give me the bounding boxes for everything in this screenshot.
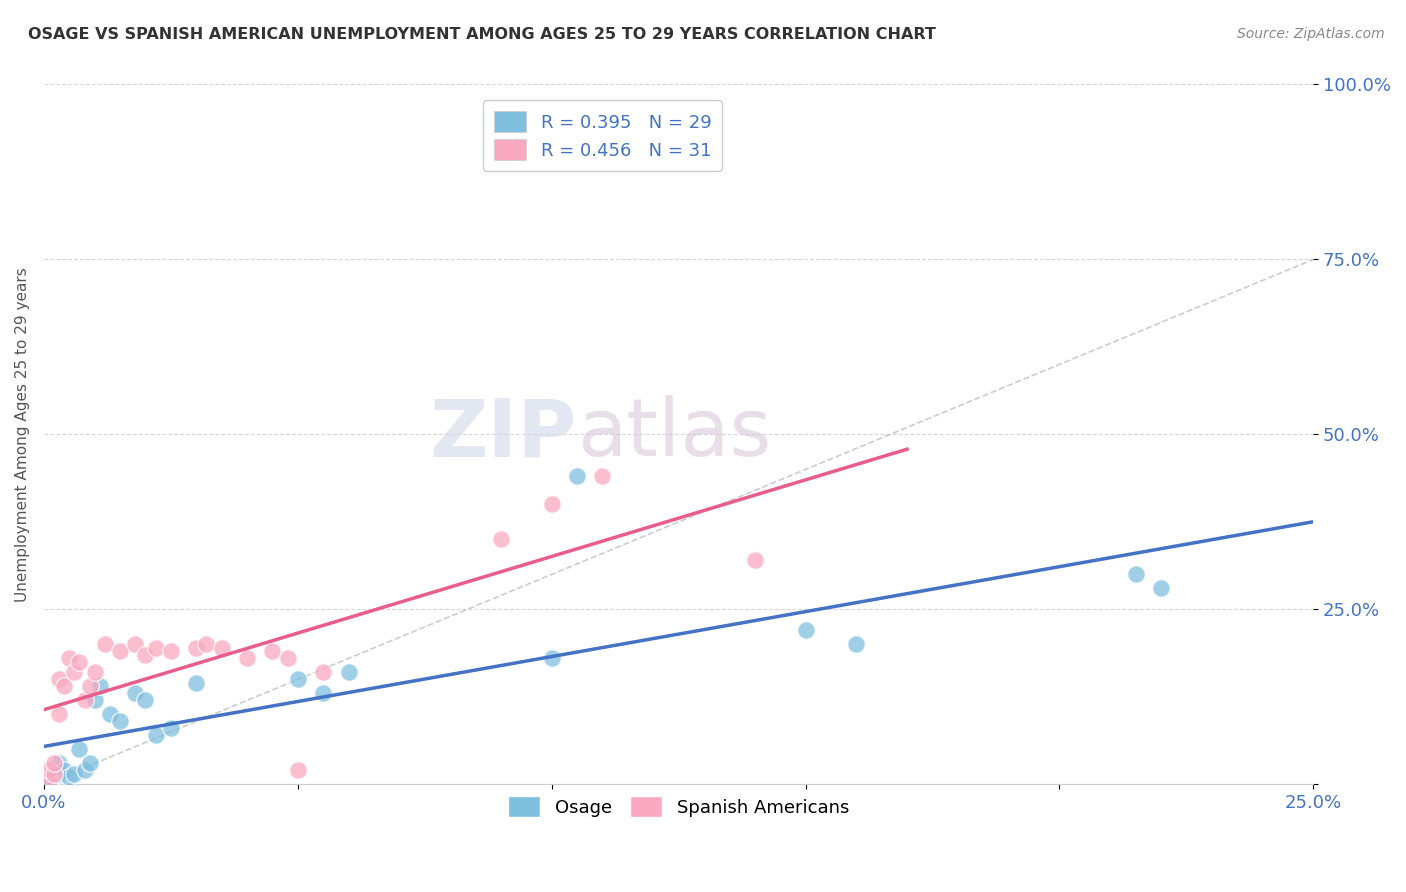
Point	[312, 665, 335, 680]
Legend: Osage, Spanish Americans: Osage, Spanish Americans	[501, 789, 856, 824]
Point	[287, 673, 309, 687]
Point	[63, 665, 86, 680]
Point	[195, 637, 218, 651]
Point	[108, 644, 131, 658]
Point	[67, 655, 90, 669]
Point	[186, 676, 208, 690]
Point	[38, 773, 60, 788]
Point	[58, 771, 80, 785]
Text: OSAGE VS SPANISH AMERICAN UNEMPLOYMENT AMONG AGES 25 TO 29 YEARS CORRELATION CHA: OSAGE VS SPANISH AMERICAN UNEMPLOYMENT A…	[28, 27, 936, 42]
Y-axis label: Unemployment Among Ages 25 to 29 years: Unemployment Among Ages 25 to 29 years	[15, 267, 30, 602]
Point	[134, 693, 156, 707]
Point	[67, 742, 90, 756]
Point	[145, 728, 167, 742]
Point	[83, 693, 105, 707]
Point	[73, 764, 96, 778]
Point	[42, 771, 65, 785]
Point	[489, 533, 512, 547]
Point	[108, 714, 131, 729]
Point	[591, 469, 613, 483]
Point	[42, 764, 65, 778]
Point	[79, 680, 101, 694]
Point	[89, 680, 111, 694]
Point	[58, 651, 80, 665]
Point	[159, 644, 181, 658]
Point	[38, 773, 60, 788]
Text: atlas: atlas	[576, 395, 772, 474]
Point	[312, 686, 335, 700]
Point	[540, 651, 562, 665]
Point	[42, 756, 65, 771]
Point	[211, 640, 233, 655]
Point	[42, 767, 65, 781]
Point	[48, 673, 70, 687]
Point	[53, 764, 76, 778]
Point	[48, 707, 70, 722]
Point	[287, 764, 309, 778]
Point	[63, 767, 86, 781]
Point	[73, 693, 96, 707]
Point	[38, 764, 60, 778]
Point	[744, 553, 766, 567]
Point	[236, 651, 259, 665]
Point	[124, 637, 146, 651]
Text: Source: ZipAtlas.com: Source: ZipAtlas.com	[1237, 27, 1385, 41]
Point	[53, 680, 76, 694]
Point	[159, 722, 181, 736]
Point	[94, 637, 117, 651]
Point	[48, 756, 70, 771]
Point	[48, 767, 70, 781]
Point	[277, 651, 299, 665]
Point	[565, 469, 588, 483]
Point	[1125, 567, 1147, 582]
Point	[1150, 582, 1173, 596]
Point	[262, 644, 284, 658]
Point	[98, 707, 121, 722]
Point	[145, 640, 167, 655]
Point	[124, 686, 146, 700]
Point	[186, 640, 208, 655]
Point	[794, 624, 817, 638]
Point	[134, 648, 156, 662]
Point	[83, 665, 105, 680]
Text: ZIP: ZIP	[430, 395, 576, 474]
Point	[337, 665, 360, 680]
Point	[845, 637, 868, 651]
Point	[540, 498, 562, 512]
Point	[79, 756, 101, 771]
